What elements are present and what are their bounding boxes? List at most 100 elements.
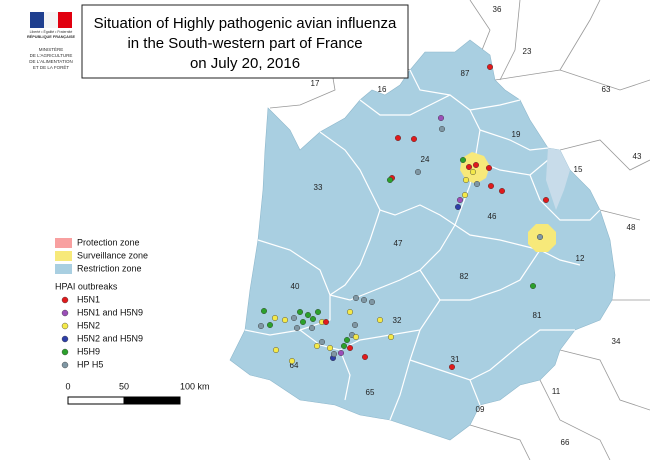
- department-label: 48: [627, 223, 636, 232]
- legend-label: Surveillance zone: [77, 250, 148, 260]
- legend: HPAI outbreaks Protection zone Surveillan…: [55, 237, 148, 369]
- legend-label: H5N2: [77, 320, 100, 330]
- legend-heading: HPAI outbreaks: [55, 281, 118, 291]
- outbreak-swatch: [61, 296, 69, 304]
- outbreak-swatch: [61, 322, 69, 330]
- outbreak-swatch: [61, 361, 69, 369]
- department-labels: 36 23 87 17 16 19 63 24 15 43 33 46 48 4…: [290, 5, 642, 447]
- department-label: 16: [378, 85, 387, 94]
- surveillance-zone: [460, 152, 490, 184]
- outbreak-marker: [487, 63, 494, 70]
- outbreak-marker: [305, 312, 312, 319]
- outbreak-swatch: [61, 348, 69, 356]
- department-label: 46: [488, 212, 497, 221]
- logo-motto: Liberté • Égalité • Fraternité: [30, 29, 73, 34]
- legend-label: H5N2 and H5N9: [77, 333, 143, 343]
- outbreak-marker: [457, 196, 464, 203]
- title-line: on July 20, 2016: [190, 55, 300, 72]
- outbreak-marker: [537, 233, 544, 240]
- department-label: 47: [394, 239, 403, 248]
- outbreak-marker: [315, 309, 322, 316]
- outbreak-marker: [455, 203, 462, 210]
- outbreak-marker: [291, 315, 298, 322]
- outbreak-marker: [377, 317, 384, 324]
- outbreak-marker: [353, 334, 360, 341]
- department-label: 24: [421, 155, 430, 164]
- legend-label: HP H5: [77, 359, 103, 369]
- department-label: 17: [311, 79, 320, 88]
- outbreak-marker: [297, 309, 304, 316]
- outbreak-marker: [439, 125, 446, 132]
- zone-swatch: [55, 251, 72, 261]
- logo-ministry: MINISTÈRE: [39, 46, 64, 52]
- department-label: 81: [533, 311, 542, 320]
- scale-label: 50: [119, 381, 129, 391]
- outbreak-marker: [273, 347, 280, 354]
- department-label: 34: [612, 337, 621, 346]
- legend-label: Restriction zone: [77, 263, 142, 273]
- title-frame: [81, 4, 409, 79]
- flag-blue: [30, 12, 44, 28]
- outbreak-marker: [267, 322, 274, 329]
- outbreak-marker: [341, 343, 348, 350]
- outbreak-marker: [338, 350, 345, 357]
- outbreak-marker: [438, 114, 445, 121]
- outbreak-marker: [530, 283, 537, 290]
- outbreak-marker: [474, 180, 481, 187]
- logo-republic: RÉPUBLIQUE FRANÇAISE: [27, 34, 76, 39]
- outbreak-marker: [460, 156, 467, 163]
- department-label: 19: [512, 130, 521, 139]
- legend-label: Protection zone: [77, 237, 140, 247]
- outbreak-marker: [258, 323, 265, 330]
- scale-label: 100 km: [180, 381, 210, 391]
- outbreak-marker: [411, 135, 418, 142]
- scale-segment: [123, 396, 181, 405]
- restriction-zone: [229, 39, 616, 441]
- department-label: 43: [633, 152, 642, 161]
- department-label: 66: [561, 438, 570, 447]
- outbreak-marker: [463, 176, 470, 183]
- outbreak-marker: [488, 182, 495, 189]
- outbreak-swatch: [61, 309, 69, 317]
- outbreak-marker: [352, 322, 359, 329]
- outbreak-marker: [294, 325, 301, 332]
- outbreak-marker: [327, 345, 334, 352]
- outbreak-marker: [486, 164, 493, 171]
- department-label: 12: [576, 254, 585, 263]
- restriction-strip: [546, 148, 570, 210]
- outbreak-marker: [319, 339, 326, 346]
- outbreak-marker: [415, 168, 422, 175]
- scale-bar: 0 50 100 km: [65, 381, 210, 405]
- title-box: Situation of Highly pathogenic avian inf…: [81, 4, 409, 79]
- outbreak-marker: [272, 315, 279, 322]
- outbreak-marker: [462, 191, 469, 198]
- department-label: 82: [460, 272, 469, 281]
- outbreak-marker: [347, 345, 354, 352]
- outbreak-marker: [470, 168, 477, 175]
- department-label: 33: [314, 183, 323, 192]
- outbreak-marker: [466, 163, 473, 170]
- outbreak-marker: [362, 354, 369, 361]
- outbreak-markers: [258, 63, 550, 371]
- outbreak-marker: [473, 161, 480, 168]
- department-label: 65: [366, 388, 375, 397]
- outbreak-marker: [395, 134, 402, 141]
- outbreak-marker: [344, 337, 351, 344]
- outbreak-marker: [388, 334, 395, 341]
- department-label: 40: [291, 282, 300, 291]
- outbreak-marker: [353, 295, 360, 302]
- outbreak-marker: [310, 316, 317, 323]
- outbreak-marker: [261, 308, 268, 315]
- logo-ministry: DE L'AGRICULTURE: [30, 53, 73, 58]
- flag-red: [58, 12, 72, 28]
- legend-label: H5H9: [77, 346, 100, 356]
- outbreak-marker: [449, 364, 456, 371]
- logo: Liberté • Égalité • Fraternité RÉPUBLIQU…: [27, 12, 76, 70]
- zone-swatch: [55, 238, 72, 248]
- zone-swatch: [55, 264, 72, 274]
- outbreak-marker: [331, 351, 338, 358]
- outbreak-marker: [543, 196, 550, 203]
- department-label: 87: [461, 69, 470, 78]
- outbreak-marker: [309, 325, 316, 332]
